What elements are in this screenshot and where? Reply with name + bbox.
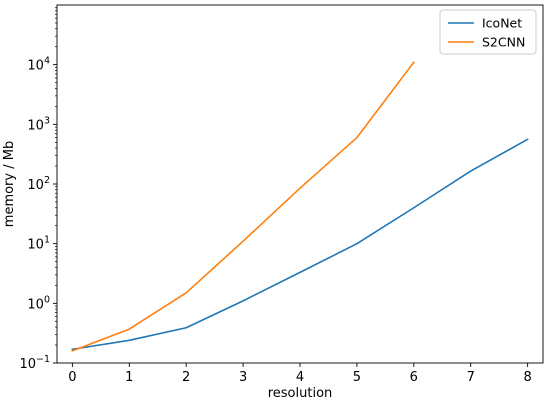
y-axis-ticks: 10−1 100 101 102 103 104 <box>19 7 57 372</box>
x-tick-label: 0 <box>68 370 76 385</box>
x-tick-label: 6 <box>410 370 418 385</box>
y-tick-label: 10−1 <box>19 354 50 372</box>
series-line-s2cnn <box>71 61 415 352</box>
legend-box <box>439 9 537 55</box>
x-tick-label: 8 <box>523 370 531 385</box>
y-tick-label: 102 <box>27 175 50 193</box>
y-axis-label: memory / Mb <box>2 141 17 227</box>
x-tick-label: 4 <box>296 370 304 385</box>
plot-frame <box>56 4 544 364</box>
y-tick-label: 103 <box>27 115 50 133</box>
legend-label: IcoNet <box>482 16 522 31</box>
legend: IcoNet S2CNN <box>439 9 537 55</box>
x-axis-ticks: 0 1 2 3 4 5 6 7 8 <box>68 363 532 385</box>
x-tick-label: 3 <box>239 370 247 385</box>
legend-label: S2CNN <box>482 35 525 50</box>
x-tick-label: 5 <box>353 370 361 385</box>
x-tick-label: 7 <box>467 370 475 385</box>
y-tick-label: 101 <box>27 235 50 253</box>
y-tick-label: 100 <box>27 294 50 312</box>
series-line-iconet <box>71 138 529 351</box>
y-tick-label: 104 <box>27 56 50 74</box>
x-axis-label: resolution <box>268 386 333 401</box>
plot-lines <box>71 61 529 352</box>
x-tick-label: 1 <box>125 370 133 385</box>
x-tick-label: 2 <box>182 370 190 385</box>
